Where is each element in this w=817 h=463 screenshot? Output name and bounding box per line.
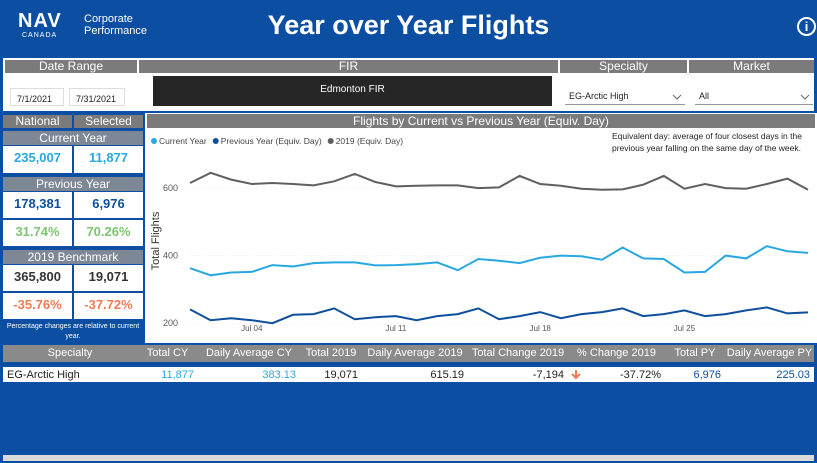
kpi-value: 365,800 (3, 265, 72, 291)
dropdown[interactable]: EG-Arctic High (565, 89, 685, 105)
kpi-note: Percentage changes are relative to curre… (6, 323, 140, 340)
column-header: Total CY (146, 347, 189, 359)
table-cell: 11,877 (161, 369, 194, 381)
kpi-value: 19,071 (74, 265, 143, 291)
dropdown[interactable]: All (695, 89, 813, 105)
table-cell: -37.72% (620, 369, 661, 381)
chart-title-bar (147, 114, 815, 128)
kpi-value: 178,381 (3, 192, 72, 218)
column-header: Daily Average PY (726, 347, 813, 359)
kpi-column: Selected (74, 115, 143, 128)
x-tick-label: Jul 18 (530, 324, 552, 333)
kpi-change: 31.74% (3, 220, 72, 246)
chart-panel (145, 113, 817, 343)
page-title: Year over Year Flights (267, 10, 550, 40)
legend-label: Current Year (159, 136, 207, 146)
chart-annotation: Equivalent day: average of four closest … (612, 131, 802, 153)
legend-marker (151, 138, 157, 144)
scrollbar (3, 455, 814, 461)
x-tick-label: Jul 11 (386, 324, 407, 333)
series-line (189, 306, 809, 325)
legend-label: Previous Year (Equiv. Day) (221, 136, 322, 146)
table-cell: 19,071 (324, 369, 358, 381)
y-tick-label: 200 (163, 318, 178, 328)
y-tick-label: 400 (163, 251, 178, 261)
info-button[interactable]: i (797, 17, 816, 36)
filter-label: Market (689, 60, 814, 73)
x-tick-label: Jul 25 (674, 324, 696, 333)
kpi-value: 11,877 (74, 146, 143, 173)
table-cell: -7,194 (532, 369, 564, 381)
table-cell: EG-Arctic High (7, 369, 80, 381)
column-header: Daily Average CY (205, 347, 292, 359)
logo-sub: CANADA (22, 32, 58, 39)
filter-label: FIR (139, 60, 558, 73)
series-line (189, 171, 809, 191)
table-cell: 383.13 (262, 369, 296, 381)
column-header: % Change 2019 (577, 347, 656, 359)
kpi-section: Current Year (3, 131, 143, 145)
column-header: Total 2019 (305, 347, 357, 359)
filter-label: Date Range (5, 60, 137, 73)
dropdown-arrow (800, 94, 810, 100)
legend-marker (212, 138, 219, 144)
kpi-change: 70.26% (74, 220, 143, 246)
legend-label: 2019 (Equiv. Day) (336, 136, 404, 146)
table-cell: 6,976 (693, 369, 721, 381)
series-line (189, 245, 809, 277)
fir-button[interactable]: Edmonton FIR (153, 76, 552, 106)
filter-label: Specialty (560, 60, 687, 73)
date-input[interactable]: 7/31/2021 (69, 88, 125, 106)
legend-marker (327, 138, 334, 144)
table-row (3, 367, 814, 382)
column-header: Total PY (674, 347, 716, 359)
kpi-column: National (3, 115, 72, 128)
subtitle: Performance (84, 25, 147, 37)
column-header: Total Change 2019 (471, 347, 565, 359)
down-arrow-icon (571, 370, 581, 380)
column-header: Daily Average 2019 (367, 347, 463, 359)
kpi-change: -35.76% (3, 293, 72, 319)
chart-title: Flights by Current vs Previous Year (Equ… (353, 114, 609, 128)
y-axis-title: Total Flights (150, 211, 162, 270)
column-header: Specialty (47, 347, 93, 359)
kpi-change: -37.72% (74, 293, 143, 319)
logo: NAV (18, 10, 62, 32)
kpi-section: 2019 Benchmark (3, 250, 143, 264)
y-tick-label: 600 (163, 183, 178, 193)
subtitle: Corporate (84, 13, 133, 25)
dropdown-arrow (672, 94, 682, 100)
table-header (3, 345, 814, 362)
date-input[interactable]: 7/1/2021 (10, 88, 64, 106)
x-tick-label: Jul 04 (241, 324, 263, 333)
line-chart: Flights by Current vs Previous Year (Equ… (147, 114, 815, 333)
table-cell: 615.19 (430, 369, 464, 381)
kpi-value: 6,976 (74, 192, 143, 218)
kpi-value: 235,007 (3, 146, 72, 173)
table-cell: 225.03 (776, 369, 810, 381)
kpi-section: Previous Year (3, 177, 143, 191)
